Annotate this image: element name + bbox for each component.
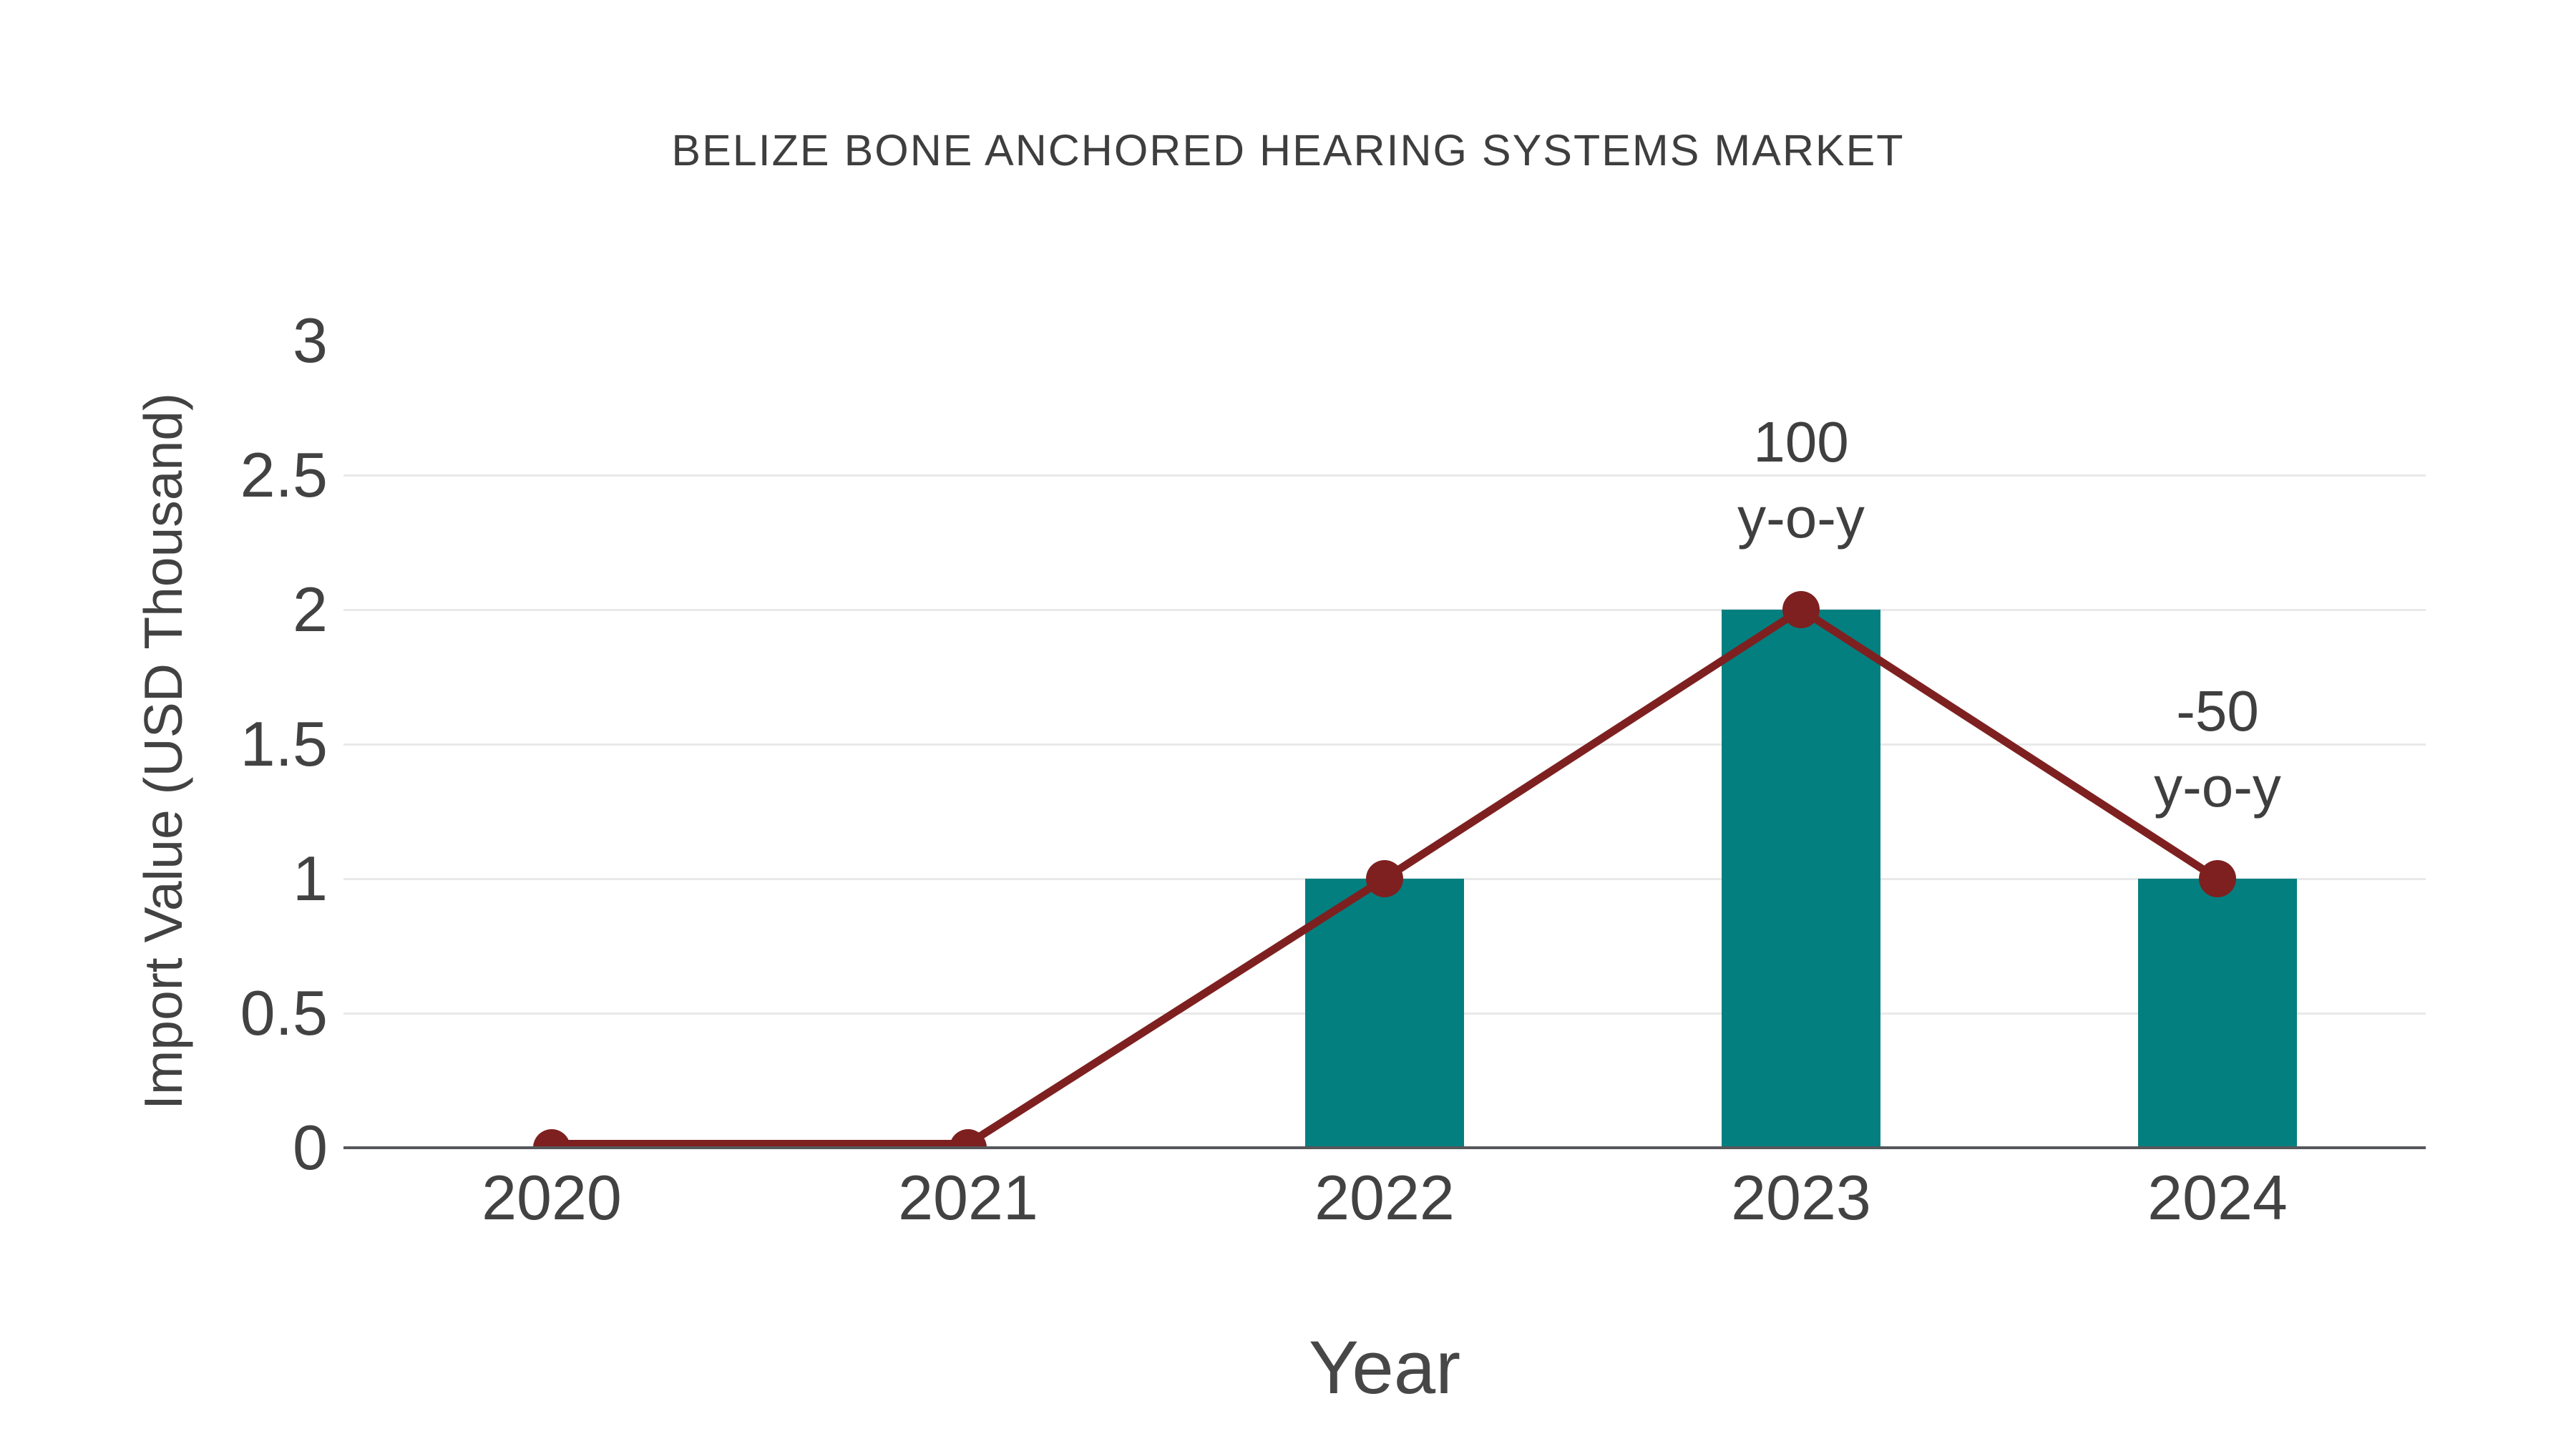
y-tick-label: 2 [293,574,328,645]
y-tick-label: 1.5 [240,708,328,779]
gridline [343,474,2426,477]
x-tick-label: 2020 [482,1162,622,1233]
bar [2138,879,2297,1148]
gridline [343,608,2426,611]
data-point-marker [2199,860,2236,897]
x-tick-label: 2022 [1314,1162,1455,1233]
y-tick-label: 0 [293,1112,328,1183]
x-axis-title: Year [1308,1326,1461,1410]
annotation: 100 y-o-y [1572,404,2030,556]
data-point-marker [950,1129,987,1148]
x-axis-line [343,1146,2426,1149]
annotation-line: y-o-y [2154,755,2281,819]
data-point-marker [1782,591,1820,628]
annotation-line: y-o-y [1737,486,1865,550]
x-tick-label: 2023 [1731,1162,1871,1233]
y-tick-label: 2.5 [240,439,328,510]
x-tick-label: 2024 [2147,1162,2288,1233]
chart-title: BELIZE BONE ANCHORED HEARING SYSTEMS MAR… [671,126,1905,175]
annotation-line: 100 [1753,410,1849,474]
annotation-line: -50 [2176,679,2259,743]
gridline [343,743,2426,746]
bar [1305,879,1464,1148]
annotation: -50 y-o-y [1989,673,2446,825]
data-point-marker [1366,860,1403,897]
data-point-marker [533,1129,570,1148]
x-tick-label: 2021 [898,1162,1038,1233]
bar [1722,610,1880,1148]
y-tick-label: 1 [293,843,328,914]
y-tick-label: 0.5 [240,977,328,1048]
line-series-layer [533,591,2236,1148]
y-tick-label: 3 [293,305,328,376]
